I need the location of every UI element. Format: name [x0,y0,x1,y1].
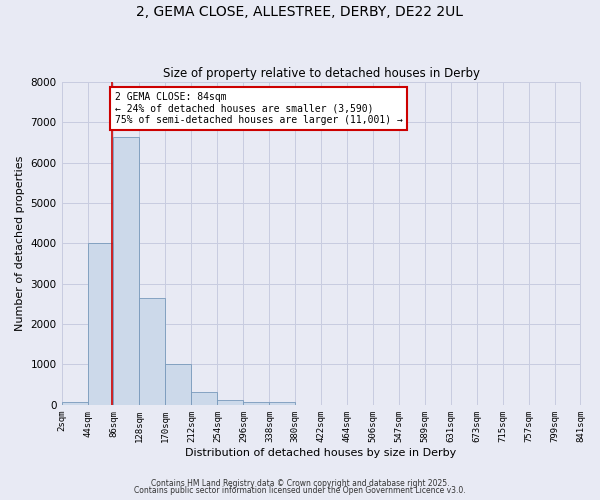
Bar [113,136,139,405]
Bar [166,364,191,405]
Bar [217,400,244,405]
Bar [244,402,269,405]
X-axis label: Distribution of detached houses by size in Derby: Distribution of detached houses by size … [185,448,457,458]
Bar [88,244,113,405]
Bar [139,298,166,405]
Y-axis label: Number of detached properties: Number of detached properties [15,156,25,331]
Title: Size of property relative to detached houses in Derby: Size of property relative to detached ho… [163,66,479,80]
Bar [191,392,217,405]
Text: Contains HM Land Registry data © Crown copyright and database right 2025.: Contains HM Land Registry data © Crown c… [151,478,449,488]
Text: 2 GEMA CLOSE: 84sqm
← 24% of detached houses are smaller (3,590)
75% of semi-det: 2 GEMA CLOSE: 84sqm ← 24% of detached ho… [115,92,403,126]
Bar [62,402,88,405]
Text: 2, GEMA CLOSE, ALLESTREE, DERBY, DE22 2UL: 2, GEMA CLOSE, ALLESTREE, DERBY, DE22 2U… [137,5,464,19]
Bar [269,402,295,405]
Text: Contains public sector information licensed under the Open Government Licence v3: Contains public sector information licen… [134,486,466,495]
